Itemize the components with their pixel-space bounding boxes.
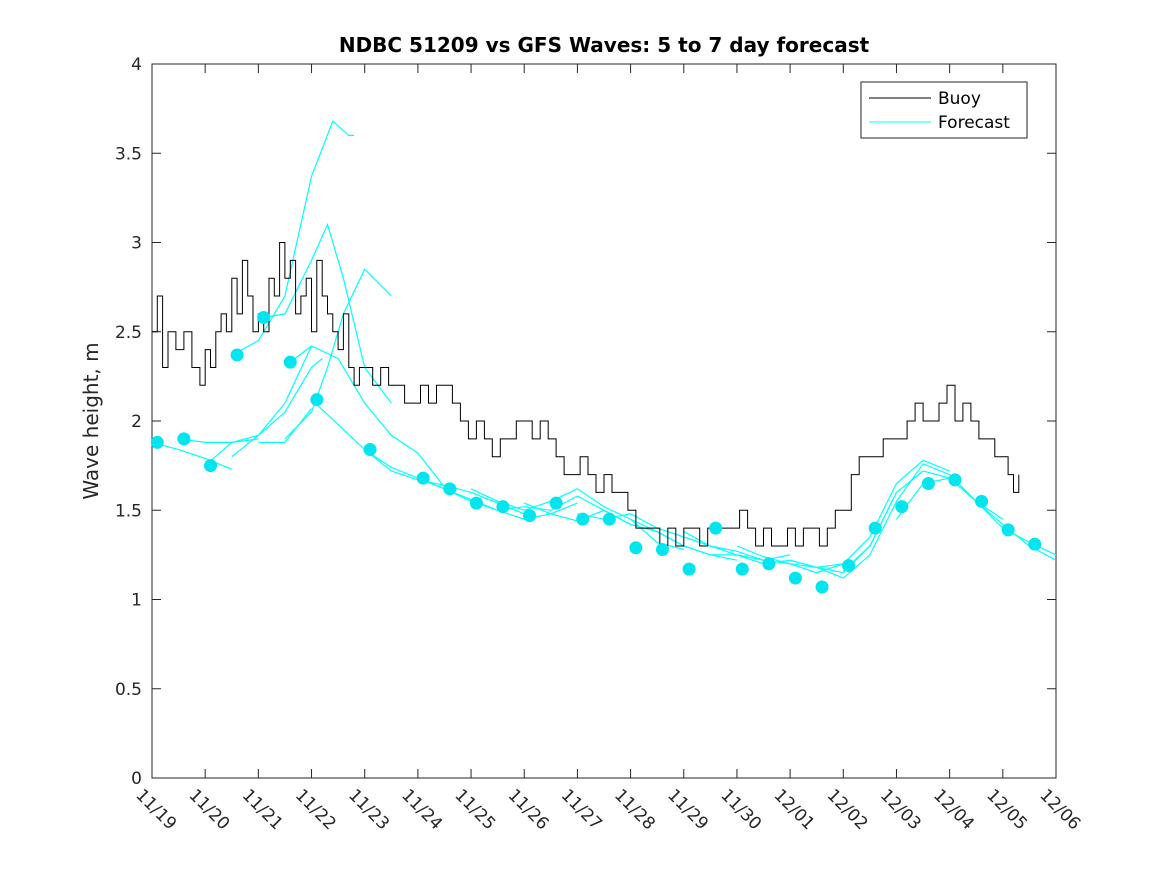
forecast-line-0: [151, 441, 233, 470]
chart-title: NDBC 51209 vs GFS Waves: 5 to 7 day fore…: [339, 33, 870, 57]
y-tick-label: 3.5: [115, 144, 142, 164]
forecast-point: [629, 541, 643, 555]
forecast-point: [1001, 523, 1015, 537]
forecast-point: [363, 443, 377, 457]
forecast-point: [735, 562, 749, 576]
forecast-point: [443, 482, 457, 496]
series: [150, 120, 1057, 594]
forecast-point: [602, 512, 616, 526]
forecast-point: [283, 355, 297, 369]
forecast-line-2: [204, 358, 323, 467]
forecast-line-5: [284, 268, 392, 440]
forecast-point: [921, 476, 935, 490]
forecast-point: [895, 500, 909, 514]
forecast-point: [682, 562, 696, 576]
forecast-line-4: [258, 408, 312, 443]
forecast-point: [868, 521, 882, 535]
forecast-line-18: [789, 463, 1004, 579]
forecast-point: [230, 348, 244, 362]
forecast-point: [257, 310, 271, 324]
y-ticks: 0 0.5 1 1.5 2 2.5 3 3.5 4: [115, 55, 1056, 789]
forecast-point: [310, 393, 324, 407]
forecast-line-1: [178, 438, 259, 443]
forecast-point: [177, 432, 191, 446]
legend-box: [860, 81, 1028, 139]
y-tick-label: 0.5: [115, 680, 142, 700]
forecast-point: [788, 571, 802, 585]
forecast-point: [469, 496, 483, 510]
y-tick-label: 1: [131, 591, 142, 611]
legend: Buoy Forecast: [860, 81, 1028, 139]
y-axis-label: Wave height, m: [79, 342, 103, 499]
forecast-point: [948, 473, 962, 487]
forecast-point: [549, 496, 563, 510]
forecast-point: [523, 509, 537, 523]
forecast-point: [416, 471, 430, 485]
forecast-point: [576, 512, 590, 526]
forecast-point: [815, 580, 829, 594]
plot-area: 00.511.522.533.54 11/19 11/20 11/21 11/22 11…: [115, 55, 1084, 834]
y-tick-label: 2: [131, 412, 142, 432]
forecast-point: [203, 459, 217, 473]
forecast-line-6: [231, 120, 355, 356]
legend-buoy-label: Buoy: [938, 89, 981, 109]
y-tick-label: 0: [131, 769, 142, 789]
forecast-point: [709, 521, 723, 535]
forecast-point: [842, 559, 856, 573]
axes-box: [151, 63, 1057, 779]
forecast-line-8: [289, 345, 445, 488]
forecast-point: [1028, 537, 1042, 551]
y-tick-label: 2.5: [115, 323, 142, 343]
forecast-point: [496, 500, 510, 514]
y-tick-label: 3: [131, 234, 142, 254]
forecast-point: [150, 435, 164, 449]
forecast-point: [655, 543, 669, 557]
legend-forecast-label: Forecast: [938, 113, 1010, 133]
y-tick-label: 4: [131, 55, 142, 75]
forecast-point: [762, 557, 776, 571]
forecast-line-3: [231, 345, 313, 458]
forecast-point: [975, 494, 989, 508]
y-tick-label: 1.5: [115, 501, 142, 521]
